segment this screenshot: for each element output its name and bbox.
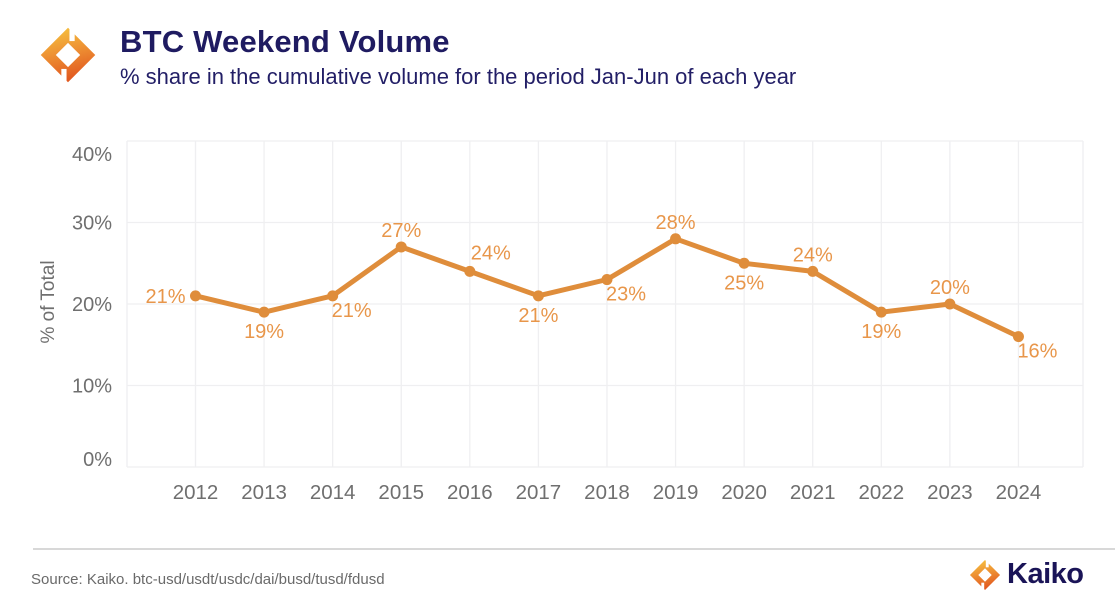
data-label-2017: 21% [518, 305, 558, 327]
x-tick-label: 2019 [653, 481, 699, 504]
data-label-2021: 24% [793, 244, 833, 266]
x-tick-label: 2012 [173, 481, 219, 504]
x-tick-label: 2016 [447, 481, 493, 504]
x-tick-label: 2021 [790, 481, 836, 504]
kaiko-footer-logo-icon [969, 559, 1001, 591]
y-axis-title: % of Total [38, 260, 59, 343]
data-point-2020 [738, 257, 750, 269]
axis-layer: 0% 10% 20% 30% 40% 2012 2013 2014 2015 2016 2017 20… [72, 144, 1041, 504]
data-point-2017 [532, 290, 544, 302]
x-tick-label: 2024 [996, 481, 1042, 504]
kaiko-wordmark: Kaiko [1007, 558, 1084, 590]
y-tick-label: 0% [83, 449, 112, 471]
data-label-layer: 21% 19% 21% 27% 24% 21% 23% 28% 25% 24% 19% 20% 16% [145, 212, 1057, 363]
page-subtitle: % share in the cumulative volume for the… [120, 64, 797, 89]
footer-divider [33, 548, 1115, 550]
kaiko-logo-icon [40, 26, 96, 84]
series-layer [190, 233, 1024, 343]
y-tick-label: 10% [72, 376, 112, 398]
x-tick-label: 2018 [584, 481, 630, 504]
x-tick-label: 2017 [516, 481, 562, 504]
x-tick-label: 2022 [858, 481, 904, 504]
page-title: BTC Weekend Volume [120, 24, 450, 59]
data-label-2013: 19% [244, 321, 284, 343]
grid-layer [126, 140, 1084, 468]
data-label-2016: 24% [471, 242, 511, 264]
data-label-2020: 25% [724, 272, 764, 294]
x-tick-label: 2020 [721, 481, 767, 504]
x-tick-label: 2014 [310, 481, 356, 504]
data-point-2012 [190, 290, 201, 302]
data-label-2019: 28% [656, 212, 696, 234]
data-label-2012: 21% [145, 286, 185, 308]
x-tick-label: 2013 [241, 481, 287, 504]
data-point-2024 [1012, 331, 1024, 343]
data-point-2014 [327, 290, 339, 302]
y-tick-label: 20% [72, 294, 112, 316]
data-point-2023 [944, 298, 956, 310]
source-text: Source: Kaiko. btc-usd/usdt/usdc/dai/bus… [31, 571, 385, 588]
data-point-2018 [601, 274, 613, 286]
data-point-2019 [670, 233, 682, 245]
y-tick-label: 30% [72, 213, 112, 235]
data-point-2022 [875, 306, 887, 318]
y-tick-label: 40% [72, 144, 112, 166]
data-point-2013 [258, 306, 270, 318]
data-point-2015 [395, 241, 407, 253]
x-tick-label: 2015 [378, 481, 424, 504]
x-tick-label: 2023 [927, 481, 973, 504]
data-label-2024: 16% [1017, 341, 1057, 363]
data-label-2022: 19% [861, 321, 901, 343]
data-label-2014: 21% [332, 300, 372, 322]
data-label-2018: 23% [606, 284, 646, 306]
data-label-2015: 27% [381, 220, 421, 242]
data-label-2023: 20% [930, 277, 970, 299]
data-point-2016 [464, 265, 476, 277]
btc-weekend-volume-line-chart: 0% 10% 20% 30% 40% 2012 2013 2014 2015 2016 2017 20… [38, 140, 1084, 504]
data-point-2021 [807, 265, 819, 277]
